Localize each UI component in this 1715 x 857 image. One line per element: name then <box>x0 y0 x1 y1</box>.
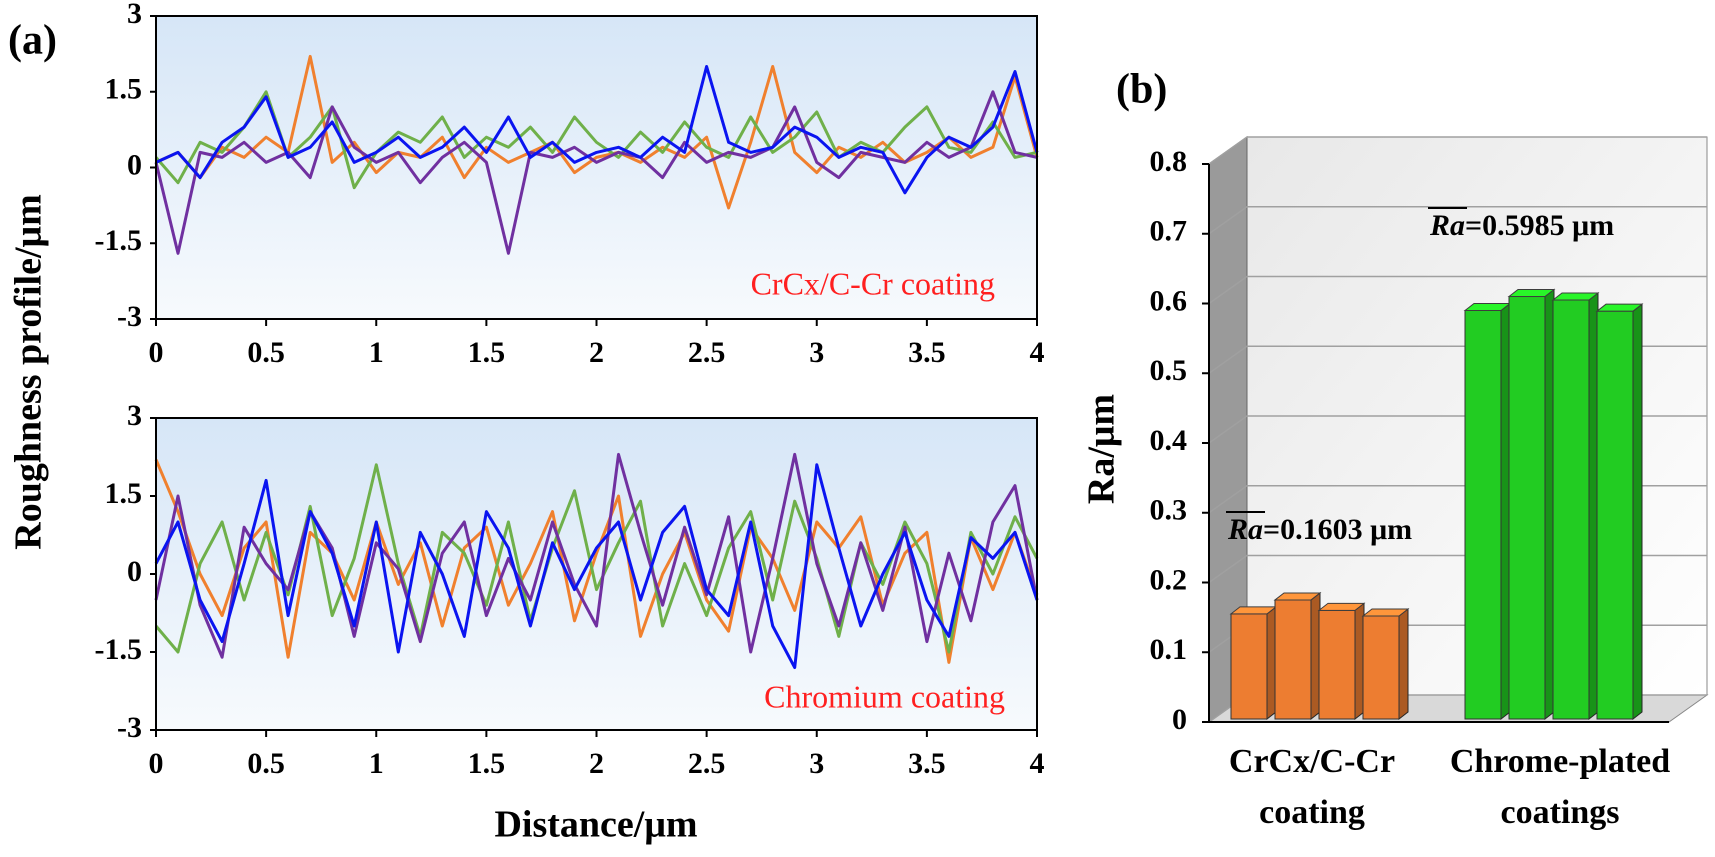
y-tick-label: -3 <box>117 300 142 333</box>
y-tick-label: 0.2 <box>1150 563 1188 596</box>
panel-label: (b) <box>1116 67 1167 113</box>
bar-top <box>1551 292 1600 301</box>
annotation-text: =0.5985 μm <box>1465 209 1614 242</box>
y-tick-label: 0.8 <box>1150 145 1188 178</box>
x-tick-label: 2 <box>589 747 604 780</box>
y-tick-label: -1.5 <box>95 633 143 666</box>
profile-line <box>154 90 1038 190</box>
panel-label: (a) <box>8 18 57 64</box>
x-tick-label: 0 <box>149 336 164 369</box>
y-tick-label: 0 <box>127 148 142 181</box>
annotation-text: =0.1603 μm <box>1263 513 1412 546</box>
x-tick-label: 1.5 <box>468 747 506 780</box>
x-tick-label: 1.5 <box>468 336 506 369</box>
group-label: coating <box>1259 794 1365 831</box>
x-tick-label: 1 <box>369 747 384 780</box>
x-tick-label: 2.5 <box>688 747 726 780</box>
x-tick-label: 3.5 <box>908 747 946 780</box>
grid-line <box>1208 206 1707 235</box>
y-tick-label: 0.1 <box>1150 633 1188 666</box>
grid-line <box>1208 136 1707 165</box>
y-tick-label: 0.6 <box>1150 284 1188 317</box>
bar <box>1464 309 1502 720</box>
y-tick-label: 1.5 <box>105 477 143 510</box>
y-tick-label: 1.5 <box>105 73 143 106</box>
x-tick-label: 2.5 <box>688 336 726 369</box>
bar <box>1318 609 1356 720</box>
bar-top <box>1273 592 1322 601</box>
x-tick-label: 2 <box>589 336 604 369</box>
y-tick-label: 0.3 <box>1150 494 1188 527</box>
y-tick-label: 0 <box>1172 703 1187 736</box>
profile-line <box>154 463 1039 670</box>
bar <box>1552 299 1590 720</box>
annotation-symbol: Ra <box>1227 513 1263 546</box>
bar <box>1230 613 1268 720</box>
annotation: Chromium coating <box>764 678 1005 714</box>
x-tick-label: 4 <box>1030 747 1045 780</box>
x-tick-label: 3 <box>809 747 824 780</box>
bar-top <box>1595 303 1644 312</box>
bar <box>1274 599 1312 720</box>
annotation: CrCx/C-Cr coating <box>751 265 995 301</box>
grid-line <box>1208 275 1707 305</box>
group-label: Chrome-plated <box>1450 743 1670 780</box>
annotation-symbol: Ra <box>1429 209 1465 242</box>
bar-top <box>1317 602 1366 611</box>
bar-top <box>1507 289 1556 298</box>
profile-line <box>155 54 1039 210</box>
y-axis-label: Ra/μm <box>1081 394 1123 504</box>
x-tick-label: 1 <box>369 336 384 369</box>
profile-line <box>154 90 1038 255</box>
group-label: coatings <box>1501 794 1620 831</box>
y-tick-label: 0.7 <box>1150 215 1188 248</box>
y-tick-label: 0.5 <box>1150 354 1188 387</box>
y-axis-label: Roughness profile/μm <box>8 194 50 550</box>
x-tick-label: 3 <box>809 336 824 369</box>
profile-line <box>154 452 1039 659</box>
bar <box>1362 615 1400 720</box>
bar-side <box>1398 607 1409 721</box>
x-tick-label: 0.5 <box>247 336 285 369</box>
y-tick-label: -1.5 <box>95 224 143 257</box>
bar-side <box>1632 303 1643 721</box>
x-tick-label: 0 <box>149 747 164 780</box>
profile-line <box>155 65 1039 195</box>
bar <box>1596 310 1634 720</box>
x-tick-label: 0.5 <box>247 747 285 780</box>
y-tick-label: 3 <box>127 399 142 432</box>
x-tick-label: 4 <box>1030 336 1045 369</box>
y-tick-label: 0.4 <box>1150 424 1188 457</box>
x-axis-label: Distance/μm <box>494 804 697 846</box>
bar <box>1508 296 1546 720</box>
bar-top <box>1361 608 1410 617</box>
y-tick-label: 3 <box>127 0 142 30</box>
y-tick-label: 0 <box>127 555 142 588</box>
group-label: CrCx/C-Cr <box>1229 743 1395 780</box>
y-tick-label: -3 <box>117 711 142 744</box>
x-tick-label: 3.5 <box>908 336 946 369</box>
